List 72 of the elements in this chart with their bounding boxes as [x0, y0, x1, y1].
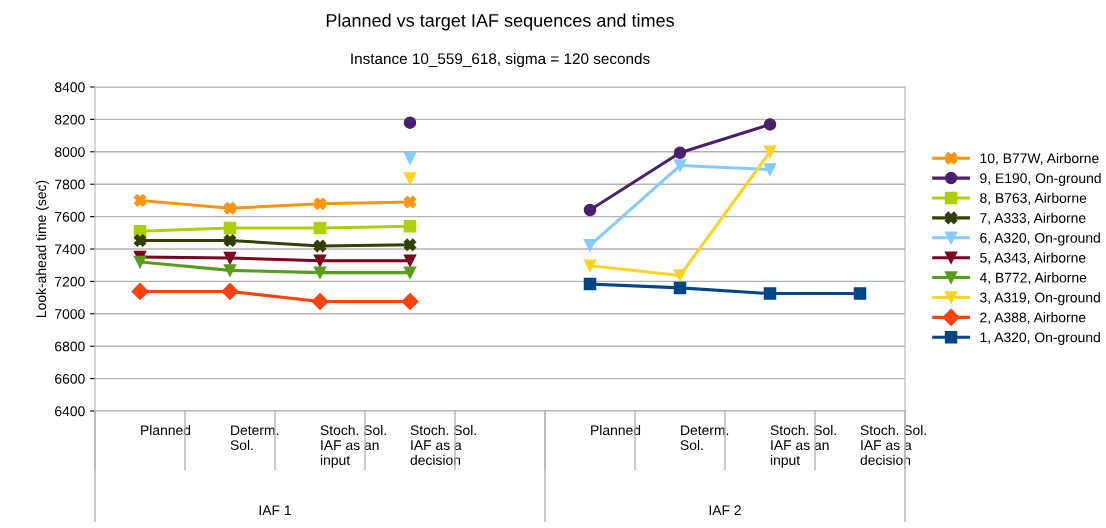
y-tick-label: 8400: [54, 82, 85, 93]
point: [133, 255, 147, 269]
point: [401, 292, 419, 311]
legend-label: 9, E190, On-ground: [980, 172, 1101, 186]
legend-label: 3, A319, On-ground: [980, 292, 1100, 306]
y-tick-label: 6600: [55, 373, 85, 384]
chart-title: Planned vs target IAF sequences and times: [326, 13, 674, 31]
point: [583, 277, 597, 291]
point: [673, 269, 687, 282]
point: [403, 254, 417, 267]
point: [313, 197, 327, 211]
legend-label: 2, A388, Airborne: [980, 312, 1086, 324]
point: [403, 220, 417, 233]
legend-label: 5, A343, Airborne: [980, 252, 1086, 265]
y-axis-title: Look-ahead time (sec): [35, 180, 49, 317]
y-tick-label: 8000: [54, 147, 85, 157]
point: [403, 172, 417, 185]
x-tick-label: Planned: [591, 424, 641, 436]
text: IAF 1: [259, 505, 291, 516]
legend-label: 4, B772, Airborne: [979, 272, 1087, 285]
legend-label: 10, B77W, Airborne: [980, 153, 1099, 165]
point: [223, 221, 237, 235]
point: [403, 116, 417, 129]
point: [313, 221, 327, 235]
point: [313, 266, 327, 279]
point: [313, 239, 327, 253]
y-tick-label: 6800: [55, 341, 85, 352]
legend-label: 1, A320, On-ground: [980, 332, 1100, 345]
point: [583, 259, 597, 272]
legend-label: 8, B763, Airborne: [980, 192, 1087, 205]
point: [313, 254, 327, 267]
x-tick-label: Stoch. Sol. IAF as an input: [320, 424, 386, 468]
point: [763, 287, 777, 300]
text: IAF 2: [709, 505, 741, 516]
point: [583, 239, 597, 252]
y-tick-label: 7200: [55, 276, 85, 287]
point: [853, 287, 867, 300]
x-tick-label: Determ. Sol.: [680, 425, 729, 451]
point: [763, 163, 777, 176]
y-tick-label: 7600: [55, 211, 85, 222]
point: [673, 146, 687, 160]
point: [673, 281, 687, 295]
y-tick-label: 7800: [55, 179, 85, 190]
point: [131, 282, 149, 300]
point: [403, 152, 417, 165]
point: [403, 266, 417, 279]
x-tick-label: Stoch. Sol. IAF as an input: [770, 424, 836, 468]
point: [223, 251, 237, 265]
point: [223, 201, 237, 215]
x-tick-label: Planned: [141, 424, 191, 436]
y-tick-label: 6400: [55, 406, 85, 417]
x-tick-label: Stoch. Sol. IAF as a decision: [860, 424, 926, 466]
legend-label: 7, A333, Airborne: [980, 212, 1086, 225]
y-tick-label: 7400: [55, 244, 85, 255]
chart-subtitle: Instance 10_559_618, sigma = 120 seconds: [351, 52, 650, 68]
y-tick-label: 8200: [54, 114, 85, 125]
x-tick-label: Determ. Sol.: [230, 425, 279, 451]
point: [133, 234, 147, 247]
point: [403, 238, 417, 252]
point: [763, 118, 777, 131]
point: [583, 203, 597, 217]
point: [133, 194, 147, 207]
point: [763, 145, 777, 159]
point: [311, 292, 329, 311]
legend-label: 6, A320, On-ground: [980, 232, 1100, 246]
point: [223, 234, 237, 247]
point: [223, 264, 237, 277]
x-tick-label: Stoch. Sol. IAF as a decision: [410, 424, 476, 466]
point: [221, 282, 239, 300]
y-tick-label: 7000: [55, 309, 85, 319]
point: [403, 195, 417, 209]
point: [673, 159, 687, 172]
